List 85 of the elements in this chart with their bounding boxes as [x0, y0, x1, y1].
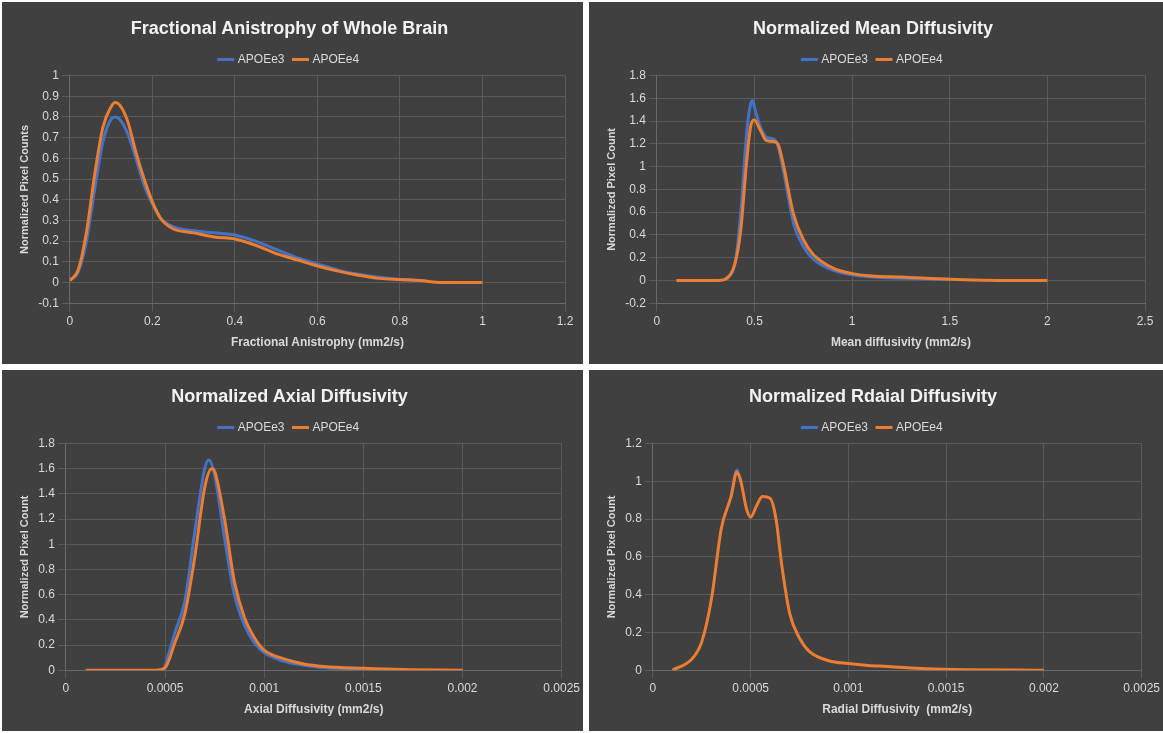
- y-tick-label: 0: [52, 274, 60, 289]
- legend-label: APOEe3: [237, 419, 285, 434]
- y-tick-label: 1.8: [629, 67, 647, 82]
- y-axis-title: Normalized Pixel Count: [17, 495, 30, 619]
- y-tick-label: 1: [635, 473, 643, 488]
- y-axis-title: Normalized Pixel Count: [604, 495, 617, 619]
- x-axis-title: Radial Diffusivity (mm2/s): [822, 702, 973, 717]
- y-tick-label: 1.4: [38, 486, 56, 501]
- x-tick-label: 0.001: [249, 680, 280, 695]
- x-tick-label: 0.0025: [1123, 680, 1161, 695]
- x-tick-label: 0.5: [746, 313, 764, 328]
- x-tick-label: 0.001: [833, 680, 864, 695]
- x-tick-label: 0: [62, 680, 70, 695]
- y-tick-label: 0.2: [38, 637, 56, 652]
- x-tick-label: 0.0005: [146, 680, 184, 695]
- y-tick-label: 0.6: [629, 204, 647, 219]
- legend-label: APOEe4: [896, 419, 944, 434]
- y-tick-label: 1.6: [629, 90, 647, 105]
- y-tick-label: 0.6: [625, 549, 643, 564]
- legend-label: APOEe4: [312, 51, 360, 66]
- y-tick-label: 1.8: [38, 435, 56, 450]
- x-tick-label: 1: [479, 313, 487, 328]
- chart-title: Normalized Mean Diffusivity: [752, 17, 994, 38]
- y-tick-label: 0.9: [42, 88, 60, 103]
- x-tick-label: 1: [848, 313, 856, 328]
- y-tick-label: 0.6: [42, 150, 60, 165]
- x-axis-title: Mean diffusivity (mm2/s): [830, 335, 971, 350]
- y-tick-label: 1.2: [629, 136, 647, 151]
- y-tick-label: 1: [639, 158, 647, 173]
- x-tick-label: 0.002: [447, 680, 478, 695]
- x-tick-label: 0: [653, 313, 661, 328]
- x-tick-label: 1.5: [941, 313, 959, 328]
- x-tick-label: 0.4: [226, 313, 244, 328]
- x-axis-title: Fractional Anistrophy (mm2/s): [230, 335, 404, 350]
- y-tick-label: -0.2: [625, 295, 647, 310]
- chart-title: Normalized Axial Diffusivity: [171, 385, 408, 406]
- y-tick-label: 0.4: [38, 612, 56, 627]
- y-tick-label: 1.2: [38, 511, 56, 526]
- y-tick-label: 1.2: [625, 435, 643, 450]
- x-tick-label: 0.6: [309, 313, 327, 328]
- y-tick-label: 0: [635, 662, 643, 677]
- y-tick-label: 0: [48, 662, 56, 677]
- y-tick-label: 0.5: [42, 171, 60, 186]
- y-tick-label: 0: [639, 272, 647, 287]
- y-axis-title: Normalized Pixel Count: [604, 127, 617, 251]
- x-tick-label: 0.8: [391, 313, 409, 328]
- legend-label: APOEe3: [237, 51, 285, 66]
- x-tick-label: 0.0025: [543, 680, 581, 695]
- x-tick-label: 1.2: [556, 313, 574, 328]
- y-axis-title: Normalized Pixel Counts: [17, 124, 30, 254]
- chart-title: Fractional Anistrophy of Whole Brain: [130, 17, 449, 38]
- y-tick-label: 1.6: [38, 461, 56, 476]
- y-tick-label: 1.4: [629, 113, 647, 128]
- legend-label: APOEe3: [821, 419, 869, 434]
- x-tick-label: 0.2: [144, 313, 162, 328]
- y-tick-label: 1: [52, 67, 60, 82]
- x-tick-label: 0: [66, 313, 74, 328]
- y-tick-label: 0.6: [38, 586, 56, 601]
- legend-label: APOEe4: [896, 51, 944, 66]
- y-tick-label: 0.8: [629, 181, 647, 196]
- chart-title: Normalized Rdaial Diffusivity: [748, 385, 998, 406]
- y-tick-label: 0.7: [42, 129, 60, 144]
- x-tick-label: 0.0015: [344, 680, 383, 695]
- y-tick-label: 0.8: [625, 511, 643, 526]
- legend-label: APOEe3: [821, 51, 869, 66]
- x-axis-title: Axial Diffusivity (mm2/s): [244, 702, 384, 717]
- x-tick-label: 0.002: [1028, 680, 1060, 695]
- y-tick-label: -0.1: [38, 295, 60, 310]
- x-tick-label: 0.0005: [732, 680, 770, 695]
- legend-label: APOEe4: [312, 419, 360, 434]
- y-tick-label: 0.2: [625, 624, 643, 639]
- y-tick-label: 0.4: [629, 227, 647, 242]
- y-tick-label: 0.3: [42, 212, 60, 227]
- x-tick-label: 2.5: [1136, 313, 1154, 328]
- y-tick-label: 0.4: [625, 586, 643, 601]
- y-tick-label: 0.2: [42, 233, 60, 248]
- x-tick-label: 2: [1044, 313, 1052, 328]
- y-tick-label: 0.4: [42, 192, 60, 207]
- y-tick-label: 0.8: [42, 109, 60, 124]
- x-tick-label: 0: [649, 680, 657, 695]
- y-tick-label: 0.1: [42, 254, 60, 269]
- y-tick-label: 0.8: [38, 561, 56, 576]
- y-tick-label: 1: [48, 536, 56, 551]
- y-tick-label: 0.2: [629, 249, 647, 264]
- x-tick-label: 0.0015: [927, 680, 965, 695]
